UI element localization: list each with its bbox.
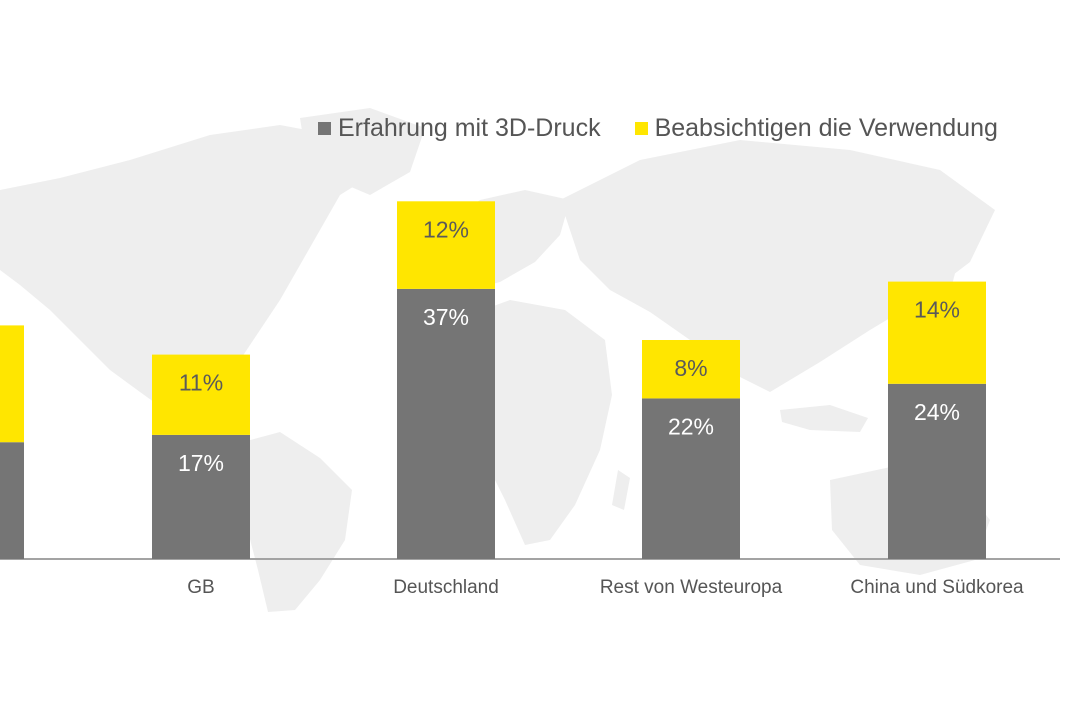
bar-group xyxy=(0,201,986,559)
legend-swatch-beabsichtigen xyxy=(634,122,648,135)
category-label-rest-von-westeuropa: Rest von Westeuropa xyxy=(600,577,783,598)
bar-segment-deutschland-erfahrung xyxy=(397,288,495,559)
legend-item-beabsichtigen: Beabsichtigen die Verwendung xyxy=(634,114,998,143)
bar-segment-gb-erfahrung xyxy=(152,434,250,559)
data-label-rest-von-westeuropa-erfahrung: 22% xyxy=(668,413,714,439)
bar-segment-gb-beabsichtigen xyxy=(152,354,250,435)
bar-segment-rest-von-westeuropa-erfahrung xyxy=(642,398,740,559)
chart-legend: Erfahrung mit 3D-Druck Beabsichtigen die… xyxy=(318,114,998,143)
category-label-china-und-südkorea: China und Südkorea xyxy=(850,577,1024,598)
data-label-group: 17% 11% 37% 12% 22% 8% 24% 14% xyxy=(178,216,960,476)
data-label-china-und-südkorea-erfahrung: 24% xyxy=(914,399,960,425)
category-label-group: GB Deutschland Rest von Westeuropa China un… xyxy=(187,577,1024,598)
data-label-china-und-südkorea-beabsichtigen: 14% xyxy=(914,297,960,323)
category-label-deutschland: Deutschland xyxy=(393,577,499,598)
data-label-deutschland-beabsichtigen: 12% xyxy=(423,216,469,242)
bar-segment-china-und-südkorea-beabsichtigen xyxy=(888,281,986,384)
world-map-background xyxy=(0,108,995,612)
category-label-gb: GB xyxy=(187,577,214,598)
bar-segment-rest-von-westeuropa-beabsichtigen xyxy=(642,340,740,399)
data-label-gb-beabsichtigen: 11% xyxy=(179,370,223,396)
bar-segment-china-und-südkorea-erfahrung xyxy=(888,383,986,559)
legend-label-beabsichtigen: Beabsichtigen die Verwendung xyxy=(654,114,998,142)
legend-label-erfahrung: Erfahrung mit 3D-Druck xyxy=(338,114,601,142)
bar-segment-partial-erfahrung xyxy=(0,442,24,559)
legend-item-erfahrung: Erfahrung mit 3D-Druck xyxy=(318,114,601,143)
legend-swatch-erfahrung xyxy=(318,122,331,135)
data-label-deutschland-erfahrung: 37% xyxy=(423,304,469,330)
data-label-gb-erfahrung: 17% xyxy=(178,450,224,476)
data-label-rest-von-westeuropa-beabsichtigen: 8% xyxy=(674,355,707,381)
bar-segment-partial-beabsichtigen xyxy=(0,325,24,443)
bar-segment-deutschland-beabsichtigen xyxy=(397,201,495,289)
